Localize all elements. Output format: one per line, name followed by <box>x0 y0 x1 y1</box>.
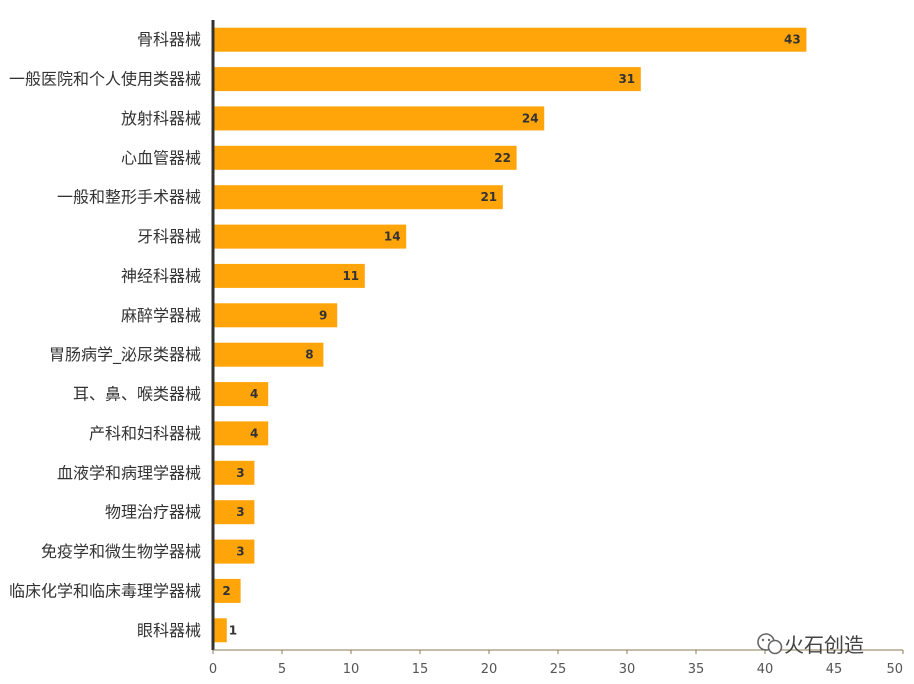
category-label: 产科和妇科器械 <box>89 424 201 443</box>
data-label: 8 <box>305 348 313 362</box>
data-label: 3 <box>236 545 244 559</box>
bar <box>213 67 641 92</box>
data-label: 2 <box>222 584 230 598</box>
category-label: 牙科器械 <box>137 227 201 246</box>
wechat-icon <box>757 633 783 655</box>
bar <box>213 106 545 131</box>
x-tick-label: 5 <box>278 662 286 677</box>
category-label: 血液学和病理学器械 <box>57 463 201 482</box>
watermark: 火石创造 <box>757 633 864 657</box>
watermark-text: 火石创造 <box>784 633 864 657</box>
x-tick-label: 35 <box>688 662 705 677</box>
category-label: 心血管器械 <box>121 148 201 167</box>
bar <box>213 303 338 328</box>
category-label: 临床化学和临床毒理学器械 <box>9 581 201 600</box>
bar <box>213 263 365 288</box>
x-tick-label: 45 <box>826 662 843 677</box>
axes: 0 5 10 15 20 25 30 35 40 45 50 <box>209 20 904 677</box>
category-label: 麻醉学器械 <box>121 306 201 325</box>
data-label: 1 <box>229 623 237 637</box>
category-label: 放射科器械 <box>121 109 201 128</box>
bar <box>213 500 255 525</box>
data-label: 43 <box>784 33 801 47</box>
x-tick-label: 15 <box>412 662 429 677</box>
bar <box>213 145 517 170</box>
x-tick-label: 30 <box>619 662 636 677</box>
data-label: 3 <box>236 505 244 519</box>
category-labels: 骨科器械一般医院和个人使用类器械放射科器械心血管器械一般和整形手术器械牙科器械神… <box>9 30 201 640</box>
category-label: 骨科器械 <box>137 30 201 49</box>
data-label: 9 <box>319 308 327 322</box>
bar <box>213 539 255 564</box>
category-label: 耳、鼻、喉类器械 <box>73 385 201 404</box>
data-label: 24 <box>522 111 539 125</box>
category-label: 神经科器械 <box>121 266 201 285</box>
x-tick-label: 10 <box>343 662 360 677</box>
data-label: 3 <box>236 466 244 480</box>
category-label: 胃肠病学_泌尿类器械 <box>49 345 201 365</box>
x-tick-label: 50 <box>886 662 903 677</box>
x-tick-label: 20 <box>481 662 498 677</box>
x-tick-label: 25 <box>550 662 567 677</box>
bar <box>213 342 324 367</box>
category-label: 物理治疗器械 <box>105 503 201 522</box>
bar <box>213 618 227 643</box>
category-label: 一般医院和个人使用类器械 <box>9 70 201 89</box>
data-label: 4 <box>250 426 258 440</box>
bars-layer <box>213 27 807 643</box>
bar <box>213 27 807 52</box>
bar <box>213 578 241 603</box>
data-label: 4 <box>250 387 258 401</box>
bar <box>213 185 503 210</box>
x-tick-label: 40 <box>757 662 774 677</box>
bar <box>213 460 255 485</box>
data-label: 11 <box>342 269 359 283</box>
data-label: 21 <box>480 190 497 204</box>
data-label: 14 <box>384 230 401 244</box>
bar <box>213 421 269 446</box>
bar <box>213 224 407 249</box>
category-label: 一般和整形手术器械 <box>57 188 201 207</box>
x-tick-label: 0 <box>209 662 217 677</box>
category-label: 眼科器械 <box>137 621 201 640</box>
data-label: 31 <box>618 72 635 86</box>
category-label: 免疫学和微生物学器械 <box>41 542 201 561</box>
bar <box>213 382 269 407</box>
data-label: 22 <box>494 151 511 165</box>
